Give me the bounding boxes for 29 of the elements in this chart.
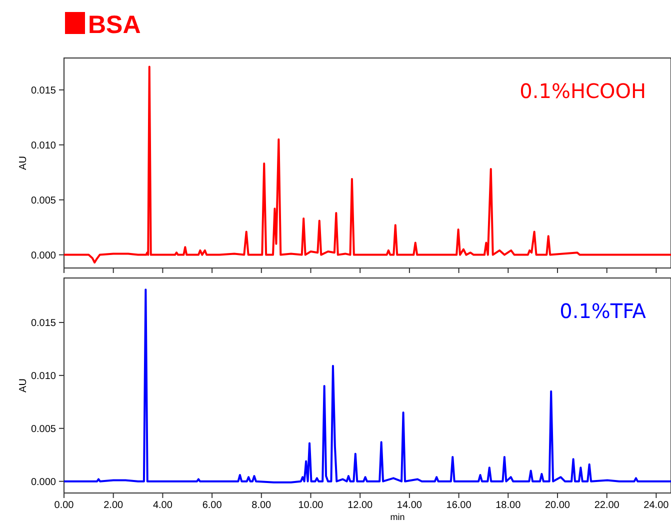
x-tick-label: 2.00 — [104, 500, 124, 511]
x-tick-label: 10.00 — [298, 500, 324, 511]
y-tick-label: 0.000 — [30, 476, 56, 488]
x-tick-label: 14.00 — [396, 500, 422, 511]
line-series — [63, 66, 671, 264]
x-tick-label: 16.00 — [446, 500, 472, 511]
y-tick-label: 0.010 — [30, 370, 56, 382]
x-tick-label: 6.00 — [202, 500, 222, 511]
text: 0.1%HCOOH — [520, 79, 646, 103]
x-tick-label: 8.00 — [252, 500, 272, 511]
x-tick-label: 12.00 — [348, 500, 374, 511]
y-axis-title: AU — [18, 156, 29, 170]
chart-title: BSA — [88, 11, 141, 39]
line-series — [63, 288, 671, 484]
x-axis-title: min — [390, 512, 405, 522]
y-tick-label: 0.015 — [30, 85, 56, 96]
text: 0.1%TFA — [560, 299, 646, 323]
x-tick-label: 4.00 — [152, 500, 173, 511]
y-tick-label: 0.015 — [30, 318, 56, 329]
y-tick-label: 0.005 — [30, 195, 56, 206]
x-tick-label: 18.00 — [496, 500, 522, 511]
x-tick-label: 24.00 — [644, 500, 670, 511]
y-tick-label: 0.010 — [30, 140, 56, 152]
y-tick-label: 0.000 — [30, 250, 56, 262]
x-tick-label: 20.00 — [544, 500, 570, 511]
x-tick-label: 22.00 — [594, 500, 620, 511]
y-axis-title: AU — [18, 378, 29, 392]
y-tick-label: 0.005 — [30, 424, 56, 435]
x-tick-label: 0.00 — [54, 500, 74, 511]
